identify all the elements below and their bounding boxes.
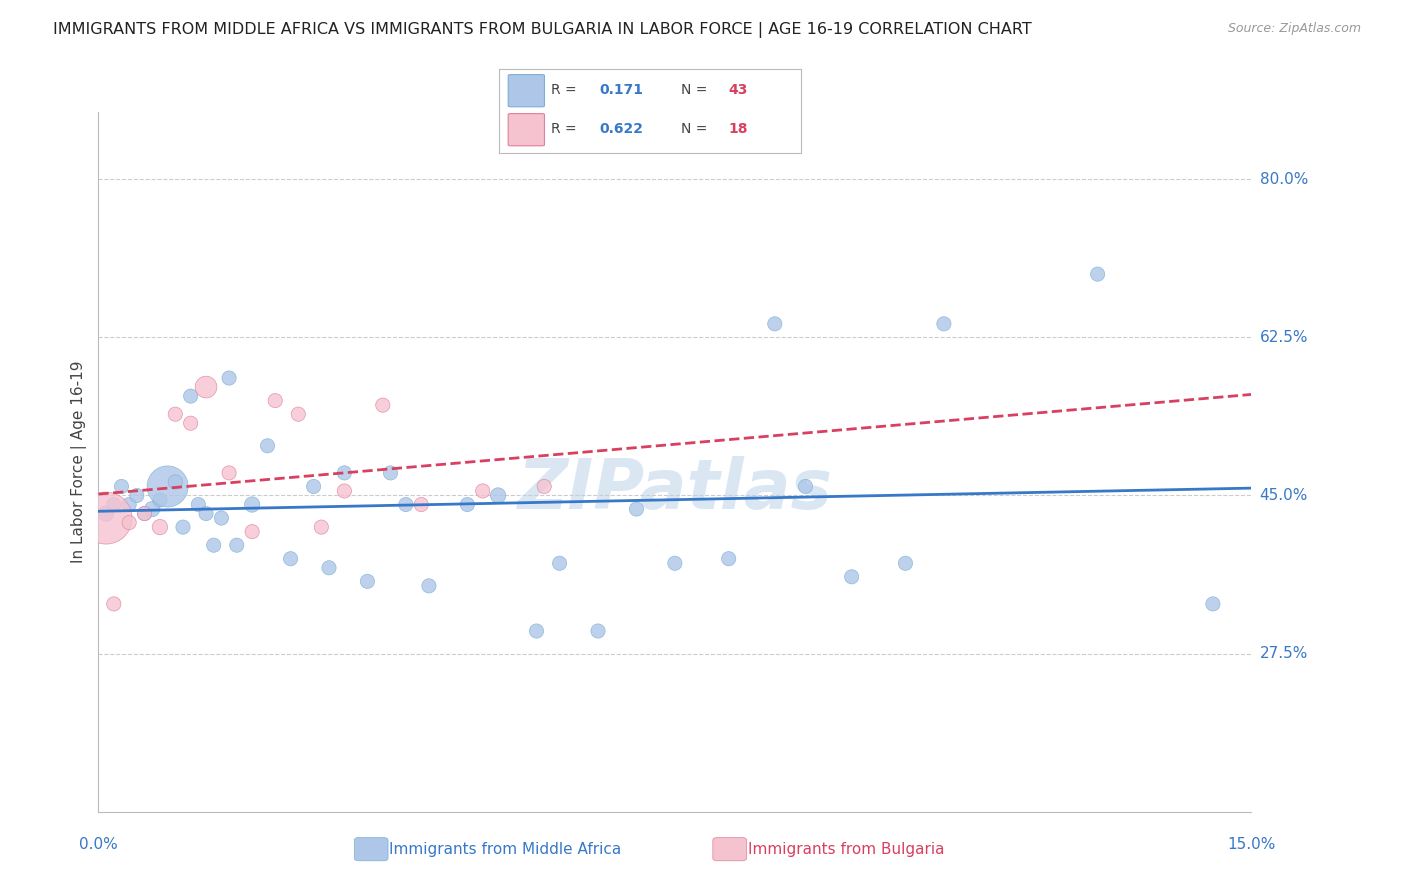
Point [1202, 597, 1225, 611]
Point [533, 479, 555, 493]
FancyBboxPatch shape [508, 113, 544, 145]
Point [371, 398, 394, 412]
Text: 80.0%: 80.0% [1260, 172, 1308, 186]
Point [149, 493, 172, 508]
Point [256, 439, 278, 453]
Text: 15.0%: 15.0% [1227, 837, 1275, 852]
Point [125, 488, 148, 502]
Point [165, 475, 187, 489]
Point [471, 483, 494, 498]
Point [134, 507, 156, 521]
Point [717, 551, 740, 566]
Point [380, 466, 402, 480]
Text: 0.171: 0.171 [599, 83, 643, 97]
Text: 18: 18 [728, 122, 748, 136]
Point [333, 466, 356, 480]
Text: 45.0%: 45.0% [1260, 488, 1308, 503]
Point [225, 538, 247, 552]
Point [548, 556, 571, 570]
Point [195, 380, 218, 394]
Point [118, 498, 141, 512]
Point [486, 488, 509, 502]
Point [333, 483, 356, 498]
Point [1087, 267, 1109, 281]
Point [110, 479, 132, 493]
Point [763, 317, 786, 331]
Point [94, 511, 117, 525]
Point [418, 579, 440, 593]
Point [218, 466, 240, 480]
Point [172, 520, 194, 534]
Text: R =: R = [551, 122, 576, 136]
Text: N =: N = [681, 122, 707, 136]
Point [302, 479, 325, 493]
Point [103, 597, 125, 611]
Point [841, 570, 863, 584]
Point [794, 479, 817, 493]
Point [395, 498, 418, 512]
Text: Source: ZipAtlas.com: Source: ZipAtlas.com [1227, 22, 1361, 36]
Point [218, 371, 240, 385]
Point [94, 507, 117, 521]
Point [156, 479, 179, 493]
Point [664, 556, 686, 570]
FancyBboxPatch shape [508, 75, 544, 107]
Point [526, 624, 548, 638]
Text: IMMIGRANTS FROM MIDDLE AFRICA VS IMMIGRANTS FROM BULGARIA IN LABOR FORCE | AGE 1: IMMIGRANTS FROM MIDDLE AFRICA VS IMMIGRA… [53, 22, 1032, 38]
Point [149, 520, 172, 534]
Point [356, 574, 378, 589]
Point [180, 389, 202, 403]
Text: 0.0%: 0.0% [79, 837, 118, 852]
Text: 27.5%: 27.5% [1260, 646, 1308, 661]
Point [411, 498, 433, 512]
Point [311, 520, 333, 534]
Point [165, 407, 187, 421]
Point [180, 416, 202, 430]
Point [240, 524, 263, 539]
Point [894, 556, 917, 570]
Point [280, 551, 302, 566]
Point [187, 498, 209, 512]
Point [103, 498, 125, 512]
Text: Immigrants from Middle Africa: Immigrants from Middle Africa [389, 842, 621, 856]
Point [141, 502, 163, 516]
Point [932, 317, 955, 331]
Point [264, 393, 287, 408]
Text: 0.622: 0.622 [599, 122, 643, 136]
Point [626, 502, 648, 516]
Text: ZIPatlas: ZIPatlas [517, 456, 832, 523]
Point [209, 511, 232, 525]
Text: 43: 43 [728, 83, 748, 97]
Point [195, 507, 218, 521]
Point [318, 561, 340, 575]
Point [118, 516, 141, 530]
Point [456, 498, 478, 512]
Text: R =: R = [551, 83, 576, 97]
Text: N =: N = [681, 83, 707, 97]
Point [586, 624, 609, 638]
Text: 62.5%: 62.5% [1260, 330, 1308, 345]
Text: Immigrants from Bulgaria: Immigrants from Bulgaria [748, 842, 945, 856]
Point [202, 538, 225, 552]
Point [134, 507, 156, 521]
Point [240, 498, 263, 512]
Y-axis label: In Labor Force | Age 16-19: In Labor Force | Age 16-19 [72, 360, 87, 563]
Point [287, 407, 309, 421]
